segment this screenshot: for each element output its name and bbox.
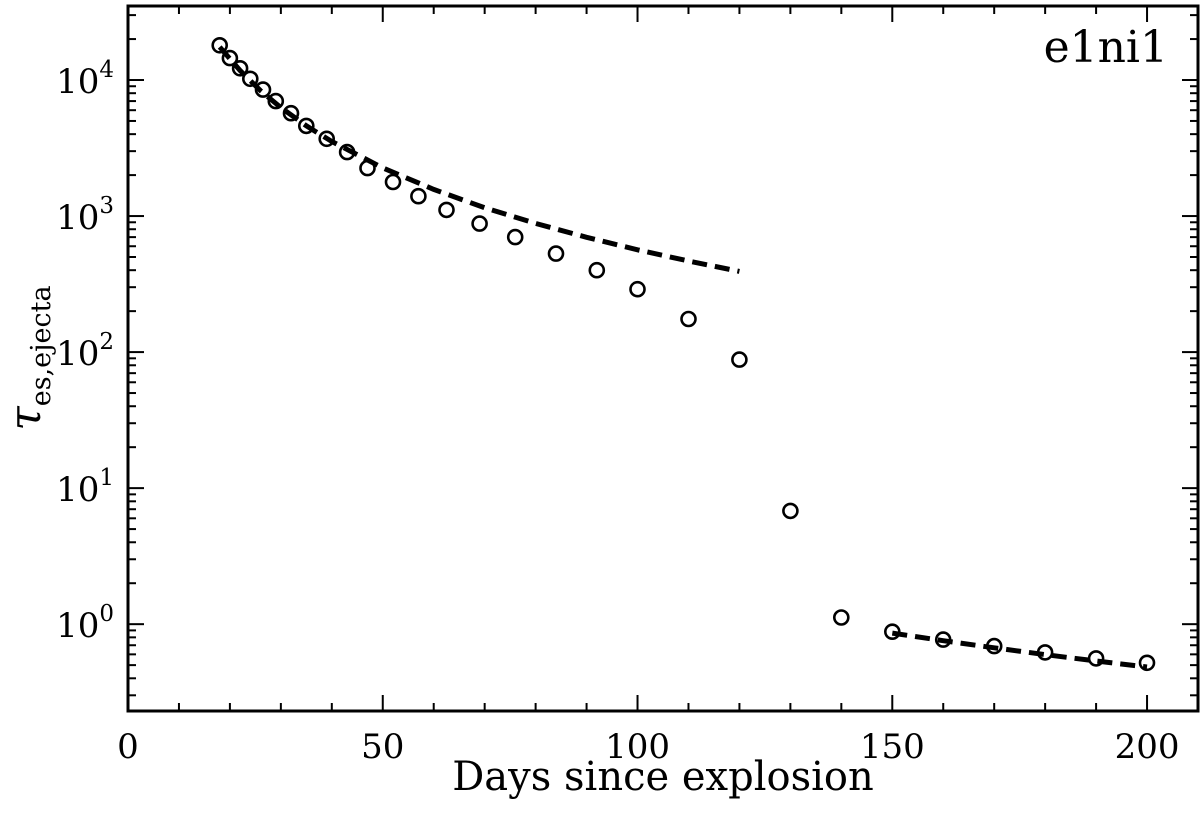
data-point [254,81,272,98]
data-point [1138,654,1156,672]
data-point [384,173,402,191]
y-axis-label: τes,ejecta [0,285,57,430]
data-point [883,623,901,641]
data-point [471,215,488,232]
y-tick-label-base: 10 [56,198,99,238]
y-tick-label-base: 10 [56,606,99,646]
y-tick-label: 102 [56,329,114,374]
x-axis-label: Days since explosion [452,754,874,800]
data-point [282,104,300,122]
data-point [832,609,850,626]
data-point [267,92,285,110]
y-axis-label-subscript: es,ejecta [26,285,57,406]
data-point [1036,644,1054,661]
y-tick-label: 100 [56,601,114,646]
data-point [680,310,697,328]
x-tick-label: 200 [1115,727,1180,767]
y-tick-label-exponent: 0 [99,601,114,627]
dashed-fit-line [891,630,1148,670]
x-tick-label: 150 [860,727,925,767]
data-point [410,187,427,205]
data-point [338,143,356,161]
y-tick-label-exponent: 1 [99,465,114,491]
y-tick-label: 101 [56,465,114,510]
points-layer [211,36,1156,672]
y-axis-label-symbol: τ [0,406,51,431]
data-point [242,70,259,88]
data-point [506,228,524,246]
y-tick-label: 103 [56,193,114,238]
y-tick-label: 104 [56,57,114,102]
data-point [782,502,799,520]
panel-label: e1ni1 [1044,22,1168,73]
plot-frame [126,4,1200,713]
y-tick-label-exponent: 4 [99,57,114,83]
data-point [438,201,455,219]
data-point [547,245,565,262]
lines-layer [217,45,1148,670]
dashed-fit-line [217,45,740,274]
data-point [318,130,336,148]
data-point [359,159,376,177]
x-tick-label: 0 [117,727,139,767]
data-point [985,637,1003,655]
data-point [221,49,239,67]
data-point [1087,650,1105,667]
x-tick-label: 100 [605,727,670,767]
y-tick-label-base: 10 [56,62,99,102]
data-point [231,60,249,77]
x-tick-label: 50 [361,727,404,767]
data-point [934,631,952,648]
y-tick-label-base: 10 [56,470,99,510]
data-point [588,261,606,279]
data-point [731,351,748,368]
data-point [629,280,646,298]
y-tick-label-exponent: 3 [99,193,114,219]
y-tick-label-base: 10 [56,334,99,374]
y-tick-label-exponent: 2 [99,329,114,355]
data-point [211,36,228,54]
data-point [297,117,315,135]
